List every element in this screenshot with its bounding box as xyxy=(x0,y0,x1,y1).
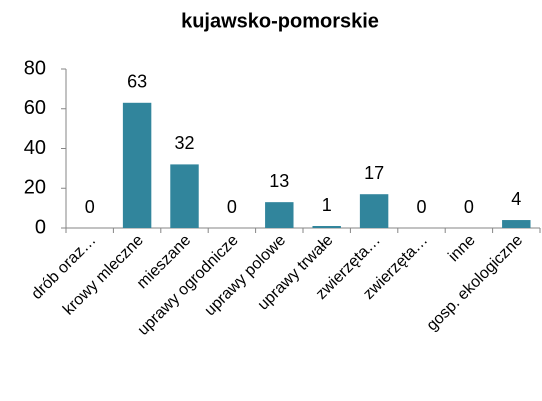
value-label: 0 xyxy=(464,197,474,217)
value-label: 1 xyxy=(322,195,332,215)
x-tick-label: krowy mleczne xyxy=(60,232,147,319)
value-label: 4 xyxy=(511,189,521,209)
bar xyxy=(122,102,152,228)
value-label: 17 xyxy=(364,163,384,183)
bar xyxy=(502,220,531,228)
bar xyxy=(265,202,294,228)
chart-title: kujawsko-pomorskie xyxy=(181,10,379,32)
value-label: 0 xyxy=(416,197,426,217)
y-tick-label: 80 xyxy=(24,57,46,79)
bar xyxy=(312,226,341,228)
y-tick-label: 20 xyxy=(24,177,46,199)
bar xyxy=(170,164,199,228)
bar xyxy=(359,194,389,228)
y-tick-label: 0 xyxy=(35,216,46,238)
value-label: 63 xyxy=(127,72,147,92)
value-label: 13 xyxy=(269,171,289,191)
y-tick-label: 40 xyxy=(24,137,46,159)
value-label: 0 xyxy=(227,197,237,217)
x-tick-label: inne xyxy=(445,232,478,265)
x-tick-label: uprawy polowe xyxy=(202,232,290,320)
value-label: 0 xyxy=(85,197,95,217)
y-tick-label: 60 xyxy=(24,97,46,119)
value-label: 32 xyxy=(174,133,194,153)
